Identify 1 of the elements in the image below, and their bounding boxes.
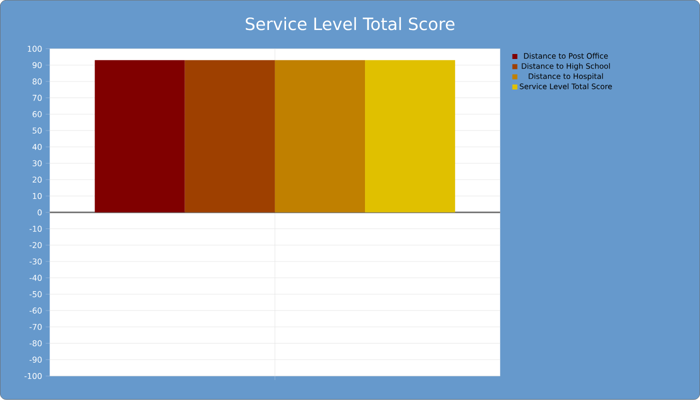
chart-title: Service Level Total Score xyxy=(246,17,454,30)
